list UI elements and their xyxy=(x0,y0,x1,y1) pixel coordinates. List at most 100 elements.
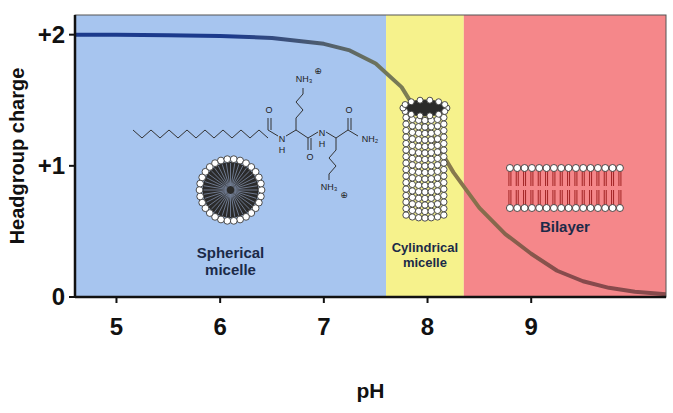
atom-label: N xyxy=(319,128,326,138)
bond xyxy=(296,130,308,138)
head-group xyxy=(422,137,428,143)
head-group xyxy=(580,205,587,212)
x-tick xyxy=(219,297,221,303)
head-group xyxy=(409,188,415,194)
head-group xyxy=(434,194,440,200)
head-group xyxy=(428,156,434,162)
head-group xyxy=(428,208,434,214)
region-band xyxy=(75,15,386,297)
head-group xyxy=(403,166,409,172)
head-group xyxy=(422,117,428,123)
head-group xyxy=(428,150,434,156)
bond xyxy=(311,138,312,150)
tail xyxy=(538,171,539,186)
head-group xyxy=(434,142,440,148)
head-group xyxy=(403,147,409,153)
head-group xyxy=(521,205,528,212)
head-group xyxy=(409,168,415,174)
atom-label: ⊕ xyxy=(340,190,348,200)
tail xyxy=(518,171,519,186)
atom-label: O xyxy=(345,105,352,115)
head-group xyxy=(415,215,421,221)
head-group xyxy=(441,179,447,185)
head-group xyxy=(428,182,434,188)
head-group xyxy=(422,208,428,214)
head-group xyxy=(409,201,415,207)
tail xyxy=(538,190,539,205)
head-group xyxy=(422,215,428,221)
tail xyxy=(560,171,561,186)
head-group xyxy=(602,205,609,212)
tail xyxy=(530,171,531,186)
head-group xyxy=(422,169,428,175)
head-group xyxy=(514,205,521,212)
tail xyxy=(552,190,553,205)
tail xyxy=(569,190,570,205)
x-axis-title: pH xyxy=(357,379,385,402)
tail xyxy=(234,182,256,189)
head-group xyxy=(436,111,442,117)
head-group xyxy=(422,163,428,169)
tail xyxy=(518,190,519,205)
head-group xyxy=(609,165,616,172)
head-group xyxy=(403,192,409,198)
tail xyxy=(226,163,230,186)
head-group xyxy=(224,156,231,163)
bond xyxy=(296,110,303,118)
tail xyxy=(618,190,619,205)
y-axis-title: Headgroup charge xyxy=(6,68,28,245)
head-group xyxy=(403,212,409,218)
tail xyxy=(584,171,585,186)
tail xyxy=(576,171,577,186)
head-group xyxy=(441,121,447,127)
icons xyxy=(196,97,623,224)
tail xyxy=(562,190,563,205)
head-group xyxy=(434,181,440,187)
cylinder-icon xyxy=(400,97,450,221)
head-group xyxy=(409,194,415,200)
tail xyxy=(204,191,227,195)
x-tick-label: 7 xyxy=(317,313,330,340)
head-group xyxy=(442,102,448,108)
head-group xyxy=(422,156,428,162)
head-group xyxy=(558,165,565,172)
head-group xyxy=(441,173,447,179)
head-group xyxy=(422,202,428,208)
tail xyxy=(523,190,524,205)
head-group xyxy=(441,186,447,192)
head-group xyxy=(427,97,433,103)
head-group xyxy=(565,165,572,172)
bond xyxy=(336,138,337,150)
tail xyxy=(230,194,231,217)
tail xyxy=(234,192,253,206)
region-label-line: Bilayer xyxy=(540,218,590,235)
head-group xyxy=(409,175,415,181)
x-tick xyxy=(427,297,429,303)
head-group xyxy=(442,108,448,114)
head-group xyxy=(417,113,423,119)
head-group xyxy=(428,169,434,175)
bond xyxy=(296,118,297,130)
tail xyxy=(532,190,533,205)
head-group xyxy=(409,149,415,155)
y-tick-label: +1 xyxy=(38,152,65,179)
region-label: Sphericalmicelle xyxy=(197,244,265,278)
tail xyxy=(209,174,228,188)
head-group xyxy=(587,205,594,212)
head-group xyxy=(441,127,447,133)
y-axis-line xyxy=(74,15,77,297)
head-group xyxy=(409,214,415,220)
tail xyxy=(532,171,533,186)
tail xyxy=(574,190,575,205)
atom-label: O xyxy=(306,152,313,162)
head-group xyxy=(434,123,440,129)
bond xyxy=(329,174,330,180)
head-group xyxy=(197,193,204,200)
head-group xyxy=(602,165,609,172)
head-group xyxy=(506,205,513,212)
head-group xyxy=(434,207,440,213)
head-group xyxy=(436,99,442,105)
head-group xyxy=(403,134,409,140)
head-group xyxy=(528,205,535,212)
tail xyxy=(525,171,526,186)
